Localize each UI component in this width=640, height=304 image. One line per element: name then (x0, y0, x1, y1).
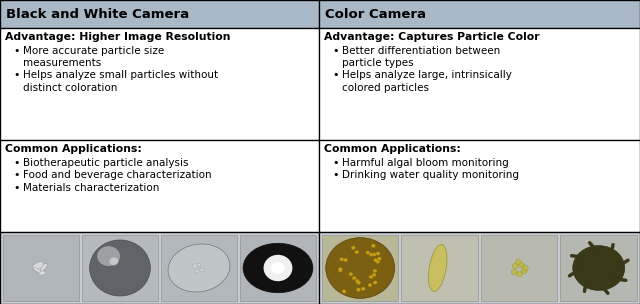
Ellipse shape (372, 273, 376, 277)
Ellipse shape (515, 260, 521, 264)
Bar (561, 235, 637, 301)
Ellipse shape (339, 269, 342, 272)
Ellipse shape (197, 264, 201, 267)
Bar (401, 235, 478, 301)
Bar (322, 235, 399, 301)
Ellipse shape (369, 253, 373, 256)
Text: Better differentiation between
particle types: Better differentiation between particle … (342, 46, 500, 68)
Ellipse shape (369, 275, 373, 279)
Bar (82, 235, 158, 301)
Bar (3, 235, 79, 301)
Text: Helps analyze small particles without
distinct coloration: Helps analyze small particles without di… (23, 71, 218, 93)
Ellipse shape (41, 263, 47, 271)
Ellipse shape (243, 243, 313, 293)
Ellipse shape (518, 262, 524, 268)
Ellipse shape (351, 246, 355, 250)
Text: •: • (13, 71, 19, 81)
Bar (319, 232, 640, 304)
Text: Food and beverage characterization: Food and beverage characterization (23, 171, 212, 181)
Bar (240, 235, 316, 301)
Text: •: • (332, 158, 339, 168)
Bar (319, 28, 640, 140)
Ellipse shape (573, 246, 625, 290)
Ellipse shape (90, 240, 150, 296)
Ellipse shape (109, 257, 118, 265)
Text: •: • (332, 171, 339, 181)
Text: Advantage: Captures Particle Color: Advantage: Captures Particle Color (324, 32, 540, 42)
Ellipse shape (356, 281, 360, 285)
Ellipse shape (366, 251, 370, 254)
Text: Biotherapeutic particle analysis: Biotherapeutic particle analysis (23, 158, 189, 168)
Ellipse shape (344, 258, 348, 262)
Bar (161, 235, 237, 301)
Ellipse shape (376, 252, 380, 255)
Ellipse shape (522, 265, 528, 271)
Text: •: • (13, 171, 19, 181)
Ellipse shape (33, 268, 40, 272)
Ellipse shape (376, 260, 380, 264)
Ellipse shape (340, 257, 344, 261)
Bar (0, 28, 319, 140)
Ellipse shape (378, 257, 381, 260)
Ellipse shape (372, 253, 376, 256)
Ellipse shape (373, 281, 377, 284)
Bar (0, 140, 319, 232)
Text: Common Applications:: Common Applications: (5, 144, 142, 154)
Ellipse shape (349, 272, 353, 276)
Ellipse shape (195, 269, 199, 273)
Text: Advantage: Higher Image Resolution: Advantage: Higher Image Resolution (5, 32, 230, 42)
Ellipse shape (33, 262, 44, 270)
Ellipse shape (271, 262, 285, 274)
Ellipse shape (428, 244, 447, 292)
Ellipse shape (361, 287, 365, 291)
Ellipse shape (512, 264, 518, 268)
Text: Materials characterization: Materials characterization (23, 183, 159, 193)
Ellipse shape (368, 283, 372, 287)
Ellipse shape (192, 264, 198, 268)
Ellipse shape (374, 258, 378, 262)
Text: Common Applications:: Common Applications: (324, 144, 461, 154)
Ellipse shape (35, 268, 45, 274)
Ellipse shape (355, 279, 359, 283)
Text: •: • (332, 46, 339, 56)
Ellipse shape (356, 288, 360, 292)
Ellipse shape (264, 255, 292, 281)
Ellipse shape (326, 238, 395, 298)
Bar (319, 140, 640, 232)
Text: •: • (13, 158, 19, 168)
Ellipse shape (352, 276, 356, 280)
Text: Drinking water quality monitoring: Drinking water quality monitoring (342, 171, 519, 181)
Ellipse shape (373, 269, 377, 273)
Ellipse shape (355, 250, 359, 254)
Text: Black and White Camera: Black and White Camera (6, 8, 189, 20)
Ellipse shape (511, 270, 517, 275)
Ellipse shape (97, 246, 120, 266)
Bar (0, 232, 319, 304)
Bar (0, 0, 319, 28)
Text: Color Camera: Color Camera (325, 8, 426, 20)
Ellipse shape (371, 244, 375, 247)
Text: More accurate particle size
measurements: More accurate particle size measurements (23, 46, 164, 68)
Ellipse shape (516, 271, 522, 277)
Text: •: • (332, 71, 339, 81)
Text: Harmful algal bloom monitoring: Harmful algal bloom monitoring (342, 158, 509, 168)
Ellipse shape (342, 290, 346, 293)
Bar (481, 235, 557, 301)
Text: Helps analyze large, intrinsically
colored particles: Helps analyze large, intrinsically color… (342, 71, 512, 93)
Ellipse shape (339, 268, 342, 271)
Ellipse shape (168, 244, 230, 292)
Text: •: • (13, 46, 19, 56)
Ellipse shape (521, 268, 527, 274)
Bar (319, 0, 640, 28)
Ellipse shape (38, 271, 45, 275)
Ellipse shape (200, 268, 204, 272)
Text: •: • (13, 183, 19, 193)
